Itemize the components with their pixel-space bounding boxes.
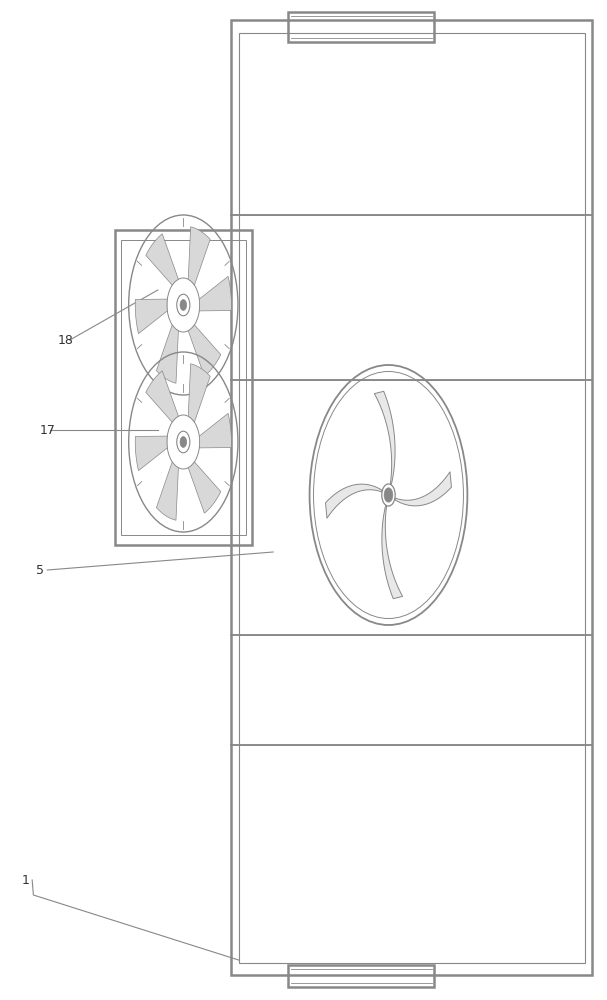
Polygon shape [157, 325, 178, 383]
Polygon shape [157, 462, 178, 520]
Bar [115, 230, 252, 545]
Polygon shape [188, 325, 221, 376]
Bar [288, 12, 434, 42]
Polygon shape [188, 462, 221, 513]
Polygon shape [199, 276, 231, 311]
Bar [231, 20, 592, 975]
Polygon shape [135, 436, 168, 471]
Polygon shape [188, 227, 210, 285]
Circle shape [382, 484, 395, 506]
Text: 5: 5 [36, 564, 44, 576]
Polygon shape [325, 484, 382, 518]
Polygon shape [395, 472, 452, 506]
Text: 1: 1 [21, 874, 29, 886]
Text: 18: 18 [58, 334, 73, 347]
Bar [121, 240, 246, 535]
Polygon shape [188, 364, 210, 422]
Polygon shape [199, 413, 231, 448]
Text: 17: 17 [39, 424, 55, 436]
Circle shape [180, 300, 186, 310]
Polygon shape [135, 299, 168, 334]
Polygon shape [146, 234, 178, 285]
Polygon shape [375, 391, 395, 484]
Bar [288, 965, 434, 987]
Circle shape [180, 437, 186, 447]
Circle shape [384, 488, 393, 502]
Polygon shape [382, 506, 402, 599]
Polygon shape [146, 371, 178, 422]
Bar [239, 33, 585, 963]
